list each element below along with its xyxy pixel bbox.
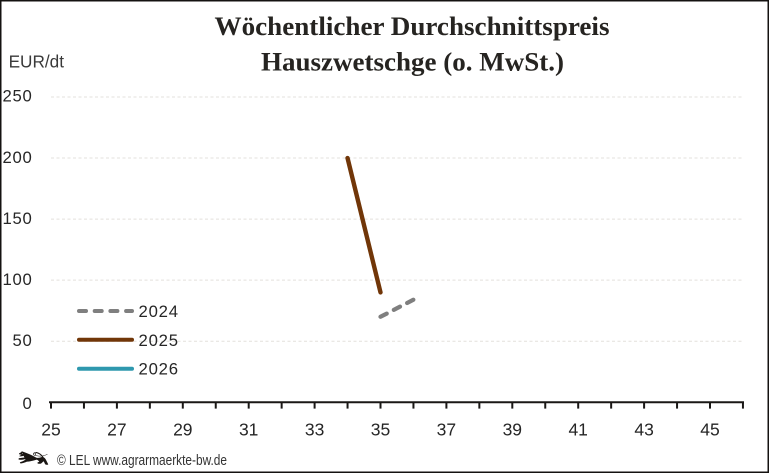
svg-text:2026: 2026 [139,360,179,379]
svg-text:27: 27 [107,419,126,439]
svg-text:50: 50 [13,331,33,350]
svg-text:45: 45 [700,419,719,439]
svg-text:41: 41 [568,419,587,439]
svg-text:Hauszwetschge (o. MwSt.): Hauszwetschge (o. MwSt.) [261,47,564,76]
svg-text:200: 200 [3,148,33,167]
svg-text:25: 25 [41,419,60,439]
svg-text:2024: 2024 [139,302,179,321]
svg-text:150: 150 [3,209,33,228]
svg-text:33: 33 [305,419,324,439]
svg-text:39: 39 [503,419,522,439]
svg-text:EUR/dt: EUR/dt [9,52,64,72]
svg-text:31: 31 [239,419,258,439]
svg-text:35: 35 [371,419,390,439]
svg-text:37: 37 [437,419,456,439]
svg-text:43: 43 [634,419,653,439]
svg-text:0: 0 [23,394,33,413]
svg-text:29: 29 [173,419,192,439]
svg-text:100: 100 [3,270,33,289]
svg-text:250: 250 [3,87,33,106]
svg-text:2025: 2025 [139,331,179,350]
svg-text:Wöchentlicher Durchschnittspre: Wöchentlicher Durchschnittspreis [215,12,610,41]
svg-text:© LEL www.agrarmaerkte-bw.de: © LEL www.agrarmaerkte-bw.de [57,453,227,469]
